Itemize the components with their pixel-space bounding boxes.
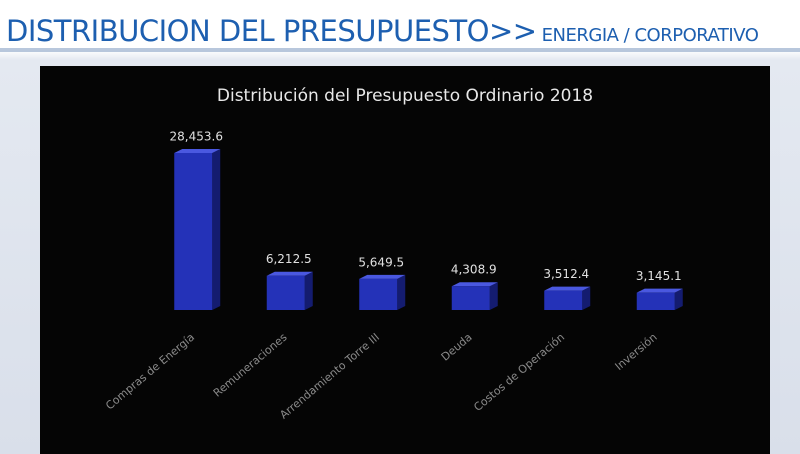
data-label: 3,145.1 xyxy=(636,269,682,283)
bar-side xyxy=(489,282,498,310)
bar-side xyxy=(212,149,221,310)
bar xyxy=(451,286,490,310)
bar-top xyxy=(266,271,313,276)
bar-top xyxy=(359,274,406,279)
header-subtitle: ENERGIA / CORPORATIVO xyxy=(541,25,759,46)
header-band xyxy=(0,48,800,52)
bar-top xyxy=(451,282,498,287)
bar-side xyxy=(397,274,406,310)
bar xyxy=(174,153,213,310)
bar-side xyxy=(674,288,683,310)
bar xyxy=(636,292,675,310)
bar-side xyxy=(582,286,591,310)
data-label: 28,453.6 xyxy=(170,130,223,144)
bar xyxy=(544,290,583,310)
header-title: DISTRIBUCION DEL PRESUPUESTO>> xyxy=(6,14,537,48)
bar xyxy=(359,278,398,310)
chart-title: Distribución del Presupuesto Ordinario 2… xyxy=(217,86,593,106)
bar-top xyxy=(544,286,591,291)
data-label: 3,512.4 xyxy=(543,267,589,281)
chart-panel xyxy=(40,66,770,454)
bar-top xyxy=(636,288,683,293)
data-label: 6,212.5 xyxy=(266,252,312,266)
bar-side xyxy=(304,271,313,310)
header: DISTRIBUCION DEL PRESUPUESTO>> ENERGIA /… xyxy=(6,14,759,48)
bar-top xyxy=(174,149,221,153)
data-label: 4,308.9 xyxy=(451,263,497,277)
data-label: 5,649.5 xyxy=(358,255,404,269)
bar xyxy=(266,275,305,310)
